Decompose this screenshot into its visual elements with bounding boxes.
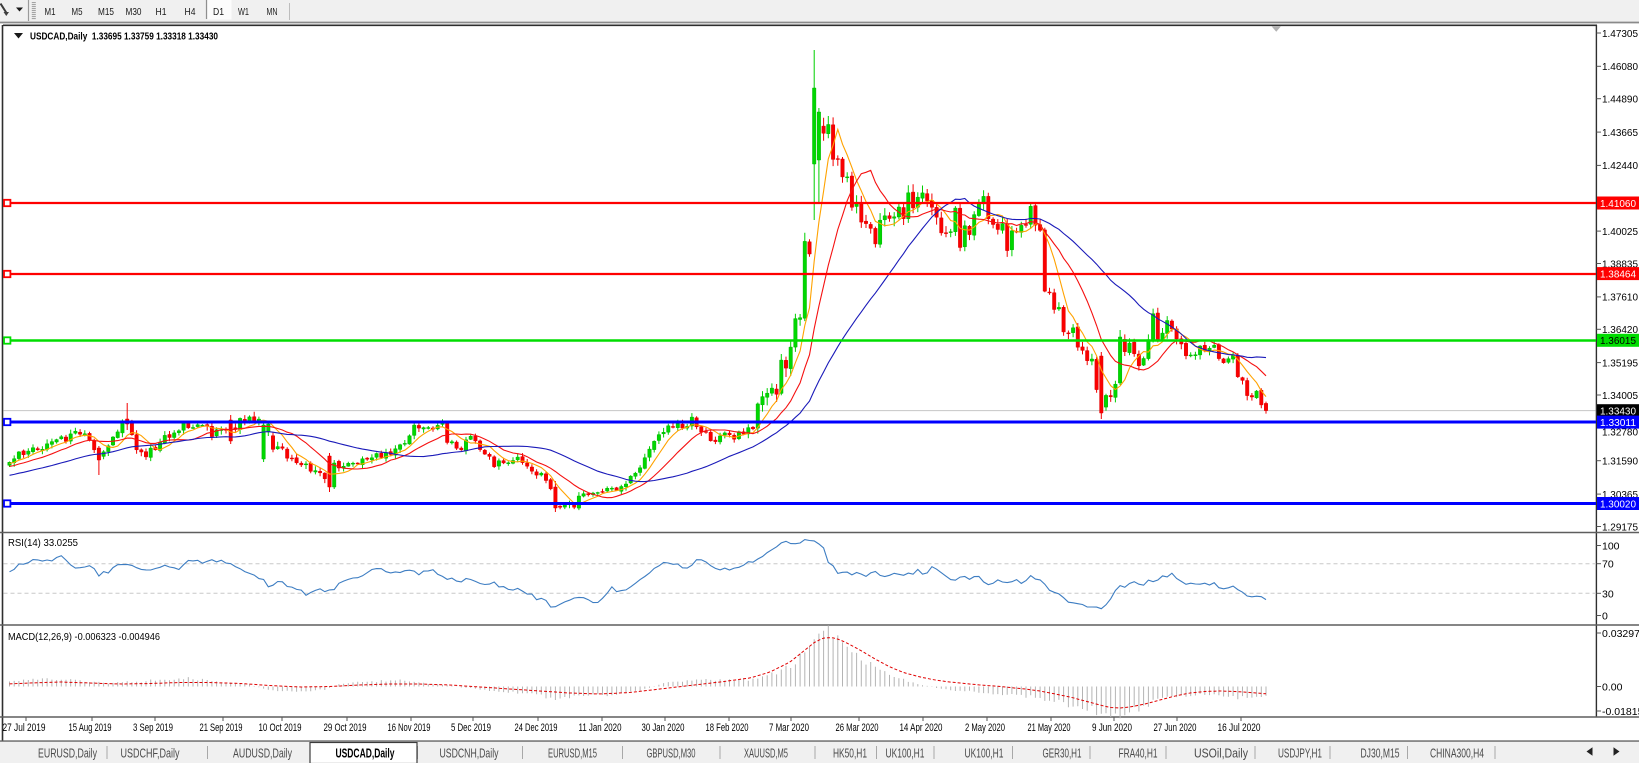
- svg-text:-0.018154: -0.018154: [1602, 706, 1639, 718]
- svg-text:1.36420: 1.36420: [1602, 324, 1638, 336]
- svg-text:1.42440: 1.42440: [1602, 160, 1638, 172]
- svg-text:FRA40,H1: FRA40,H1: [1119, 747, 1158, 761]
- svg-text:1.35195: 1.35195: [1602, 357, 1638, 369]
- svg-text:CHINA300,H4: CHINA300,H4: [1430, 747, 1484, 761]
- svg-text:0.032972: 0.032972: [1602, 628, 1639, 640]
- svg-text:W1: W1: [238, 6, 249, 18]
- svg-text:H1: H1: [156, 6, 167, 18]
- svg-text:MACD(12,26,9) -0.006323 -0.004: MACD(12,26,9) -0.006323 -0.004946: [8, 631, 160, 643]
- svg-text:24 Dec 2019: 24 Dec 2019: [515, 722, 558, 734]
- svg-text:GBPUSD,M30: GBPUSD,M30: [647, 747, 696, 761]
- svg-text:AUDUSD,Daily: AUDUSD,Daily: [233, 747, 293, 761]
- svg-text:USDCAD,Daily: USDCAD,Daily: [336, 747, 395, 761]
- svg-text:27 Jun 2020: 27 Jun 2020: [1154, 722, 1197, 734]
- svg-text:1.41060: 1.41060: [1600, 198, 1636, 210]
- svg-text:EURUSD,M15: EURUSD,M15: [548, 747, 597, 761]
- svg-text:RSI(14) 33.0255: RSI(14) 33.0255: [8, 537, 78, 549]
- svg-text:2 May 2020: 2 May 2020: [965, 722, 1005, 734]
- svg-text:M1: M1: [45, 6, 56, 18]
- svg-text:EURUSD,Daily: EURUSD,Daily: [38, 747, 98, 761]
- svg-text:3 Sep 2019: 3 Sep 2019: [133, 722, 173, 734]
- svg-text:1.37610: 1.37610: [1602, 292, 1638, 304]
- svg-text:10 Oct 2019: 10 Oct 2019: [259, 722, 302, 734]
- svg-text:UK100,H1: UK100,H1: [886, 747, 925, 761]
- svg-text:0.00: 0.00: [1602, 681, 1623, 693]
- svg-text:100: 100: [1602, 541, 1620, 553]
- svg-text:27 Jul 2019: 27 Jul 2019: [3, 722, 46, 734]
- svg-text:1.29175: 1.29175: [1602, 521, 1638, 533]
- svg-text:16 Jul 2020: 16 Jul 2020: [1218, 722, 1261, 734]
- svg-text:USDJPY,H1: USDJPY,H1: [1278, 747, 1322, 761]
- svg-text:1.33011: 1.33011: [1600, 417, 1636, 429]
- svg-text:21 Sep 2019: 21 Sep 2019: [200, 722, 243, 734]
- svg-text:USDCNH,Daily: USDCNH,Daily: [440, 747, 500, 761]
- svg-text:USDCAD,Daily 1.33695 1.33759: USDCAD,Daily 1.33695 1.33759 1.33318 1.3…: [30, 31, 218, 43]
- svg-text:30: 30: [1602, 588, 1614, 600]
- svg-text:14 Apr 2020: 14 Apr 2020: [900, 722, 943, 734]
- svg-text:UK100,H1: UK100,H1: [965, 747, 1004, 761]
- svg-text:0: 0: [1602, 611, 1608, 623]
- svg-text:1.43665: 1.43665: [1602, 127, 1638, 139]
- svg-text:D1: D1: [213, 6, 224, 18]
- svg-text:16 Nov 2019: 16 Nov 2019: [388, 722, 431, 734]
- svg-text:DJ30,M15: DJ30,M15: [1361, 747, 1400, 761]
- svg-text:1.32780: 1.32780: [1602, 426, 1638, 438]
- svg-text:XAUUSD,M5: XAUUSD,M5: [744, 747, 788, 761]
- svg-text:1.40025: 1.40025: [1602, 226, 1638, 238]
- svg-text:70: 70: [1602, 559, 1614, 571]
- svg-text:21 May 2020: 21 May 2020: [1028, 722, 1071, 734]
- svg-text:1.44890: 1.44890: [1602, 94, 1638, 106]
- svg-text:M30: M30: [126, 6, 142, 18]
- svg-text:H4: H4: [185, 6, 196, 18]
- svg-text:1.36015: 1.36015: [1600, 335, 1636, 347]
- svg-text:5 Dec 2019: 5 Dec 2019: [451, 722, 491, 734]
- svg-text:1.47305: 1.47305: [1602, 28, 1638, 40]
- svg-text:30 Jan 2020: 30 Jan 2020: [642, 722, 685, 734]
- svg-text:29 Oct 2019: 29 Oct 2019: [324, 722, 367, 734]
- svg-text:1.34005: 1.34005: [1602, 390, 1638, 402]
- svg-text:11 Jan 2020: 11 Jan 2020: [579, 722, 622, 734]
- svg-text:1.31590: 1.31590: [1602, 456, 1638, 468]
- svg-text:1.38464: 1.38464: [1600, 268, 1636, 280]
- svg-text:HK50,H1: HK50,H1: [833, 747, 867, 761]
- svg-text:M15: M15: [98, 6, 114, 18]
- svg-text:USOil,Daily: USOil,Daily: [1194, 747, 1249, 761]
- svg-text:7 Mar 2020: 7 Mar 2020: [769, 722, 809, 734]
- svg-text:USDCHF,Daily: USDCHF,Daily: [121, 747, 181, 761]
- svg-text:M5: M5: [72, 6, 83, 18]
- svg-text:26 Mar 2020: 26 Mar 2020: [836, 722, 879, 734]
- svg-text:1.33430: 1.33430: [1600, 406, 1636, 418]
- svg-text:MN: MN: [267, 6, 278, 18]
- svg-text:9 Jun 2020: 9 Jun 2020: [1092, 722, 1132, 734]
- svg-text:1.30020: 1.30020: [1600, 498, 1636, 510]
- svg-text:15 Aug 2019: 15 Aug 2019: [69, 722, 112, 734]
- svg-text:18 Feb 2020: 18 Feb 2020: [706, 722, 749, 734]
- svg-text:GER30,H1: GER30,H1: [1043, 747, 1082, 761]
- svg-text:1.46080: 1.46080: [1602, 61, 1638, 73]
